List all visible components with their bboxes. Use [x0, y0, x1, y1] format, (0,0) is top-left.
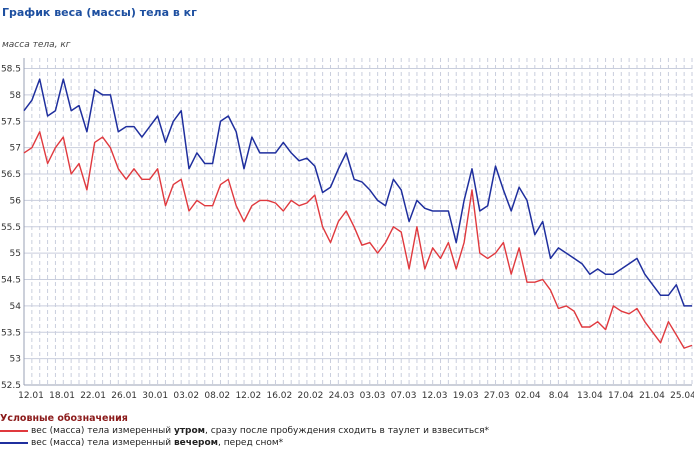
y-tick-label: 54 — [10, 302, 22, 312]
y-tick-label: 55 — [10, 249, 21, 259]
morning-weight-line — [23, 131, 693, 349]
axes — [23, 58, 692, 386]
y-axis-label: масса тела, кг — [2, 40, 71, 50]
y-tick-label: 58 — [10, 91, 22, 101]
legend-label-evening: вес (масса) тела измеренный вечером, пер… — [31, 438, 284, 448]
y-tick-label: 53 — [10, 355, 21, 365]
plot-area — [24, 58, 692, 385]
legend-label-morning: вес (масса) тела измеренный утром, сразу… — [31, 426, 490, 436]
legend-item-morning: вес (масса) тела измеренный утром, сразу… — [0, 425, 489, 437]
y-tick-label: 52.5 — [1, 381, 21, 391]
x-tick-label: 03.03 — [360, 391, 386, 401]
legend-title: Условные обозначения — [0, 413, 128, 424]
x-tick-label: 22.01 — [80, 391, 106, 401]
y-tick-label: 58.5 — [1, 65, 21, 75]
x-tick-label: 17.04 — [608, 391, 634, 401]
x-tick-label: 12.02 — [235, 391, 261, 401]
x-tick-label: 30.01 — [142, 391, 168, 401]
x-tick-label: 27.03 — [484, 391, 510, 401]
legend: Условные обозначения вес (масса) тела из… — [0, 413, 489, 449]
x-tick-label: 13.04 — [577, 391, 603, 401]
x-tick-label: 18.01 — [49, 391, 75, 401]
x-tick-label: 07.03 — [391, 391, 417, 401]
x-tick-label: 21.04 — [639, 391, 665, 401]
chart-title: График веса (массы) тела в кг — [2, 6, 197, 19]
x-tick-label: 19.03 — [453, 391, 479, 401]
x-tick-label: 03.02 — [173, 391, 199, 401]
vertical-gridlines — [23, 58, 693, 385]
weight-chart: 52.5 53 53.5 54 54.5 55 55.5 56 56.5 57 57.5 58 58.5… — [1, 58, 694, 401]
y-tick-label: 57 — [10, 144, 21, 154]
x-tick-label: 25.04 — [670, 391, 694, 401]
y-tick-label: 56 — [10, 196, 22, 206]
x-tick-label: 16.02 — [266, 391, 292, 401]
x-tick-label: 8.04 — [549, 391, 569, 401]
x-tick-label: 26.01 — [111, 391, 137, 401]
y-tick-labels: 52.5 53 53.5 54 54.5 55 55.5 56 56.5 57 57.5 58 58.5 — [1, 65, 21, 391]
y-tick-label: 55.5 — [1, 223, 21, 233]
x-tick-label: 12.03 — [422, 391, 448, 401]
x-tick-label: 02.04 — [515, 391, 541, 401]
legend-item-evening: вес (масса) тела измеренный вечером, пер… — [0, 437, 489, 449]
y-tick-label: 54.5 — [1, 276, 21, 286]
x-tick-label: 12.01 — [18, 391, 44, 401]
y-tick-label: 56.5 — [1, 170, 21, 180]
x-tick-label: 08.02 — [204, 391, 230, 401]
horizontal-gridlines — [24, 68, 692, 386]
series-lines — [23, 78, 693, 349]
legend-swatch-morning — [0, 430, 28, 432]
y-tick-label: 57.5 — [1, 117, 21, 127]
x-tick-label: 20.02 — [298, 391, 324, 401]
evening-weight-line — [23, 78, 692, 307]
legend-swatch-evening — [0, 442, 28, 444]
x-tick-label: 24.03 — [329, 391, 355, 401]
y-tick-label: 53.5 — [1, 328, 21, 338]
x-tick-labels: 12.01 18.01 22.01 26.01 30.01 03.02 08.02 12.02… — [18, 391, 694, 401]
